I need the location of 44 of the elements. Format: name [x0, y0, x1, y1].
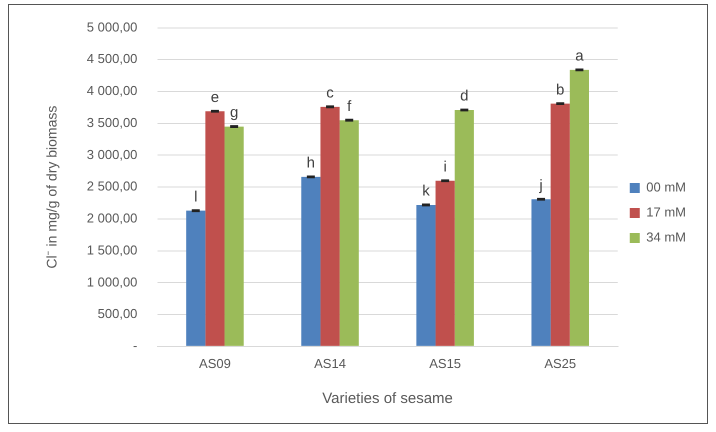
x-tick-label: AS09 — [199, 356, 231, 371]
annotation: e — [210, 88, 220, 106]
annotation: g — [230, 104, 238, 122]
annotation: j — [538, 176, 543, 194]
legend-label: 34 mM — [646, 230, 686, 245]
bar — [224, 126, 244, 346]
bar — [301, 176, 320, 346]
y-tick-label: 3 000,00 — [86, 146, 138, 162]
y-axis-title: Cl⁻ in mg/g of dry biomass — [43, 106, 60, 269]
annotation: h — [306, 154, 316, 172]
y-tick-label: 4 500,00 — [86, 51, 138, 66]
bar — [340, 120, 359, 346]
y-tick-label: 2 000,00 — [86, 210, 138, 226]
y-tick-label: - — [133, 338, 138, 353]
annotation: d — [460, 88, 468, 105]
bar — [454, 110, 474, 346]
annotation: b — [556, 81, 564, 98]
bar — [570, 70, 589, 346]
legend-label: 17 mM — [646, 204, 686, 220]
annotation: f — [347, 98, 352, 115]
y-tick-label: 4 000,00 — [86, 83, 138, 98]
x-tick-label: AS25 — [544, 356, 576, 371]
y-tick-label: 500,00 — [98, 306, 138, 322]
annotation: k — [422, 182, 430, 200]
bar — [416, 204, 436, 346]
bar — [186, 210, 206, 346]
y-tick-label: 3 500,00 — [86, 114, 138, 130]
bar — [205, 111, 225, 346]
y-tick-label: 1 000,00 — [86, 274, 138, 290]
x-tick-label: AS15 — [429, 356, 462, 371]
y-tick-label: 5 000,00 — [86, 19, 138, 34]
x-axis-title: Varieties of sesame — [322, 390, 453, 408]
y-tick-label: 2 500,00 — [86, 178, 138, 194]
legend-label: 00 mM — [646, 180, 686, 195]
bar — [436, 180, 455, 346]
annotation: c — [326, 84, 334, 102]
bar — [531, 199, 551, 346]
bar — [550, 104, 570, 346]
annotation: a — [575, 47, 584, 64]
x-tick-label: AS14 — [314, 356, 346, 371]
bar — [320, 106, 340, 346]
annotation: l — [194, 188, 198, 206]
annotation: i — [443, 158, 447, 176]
y-tick-label: 1 500,00 — [86, 242, 138, 258]
